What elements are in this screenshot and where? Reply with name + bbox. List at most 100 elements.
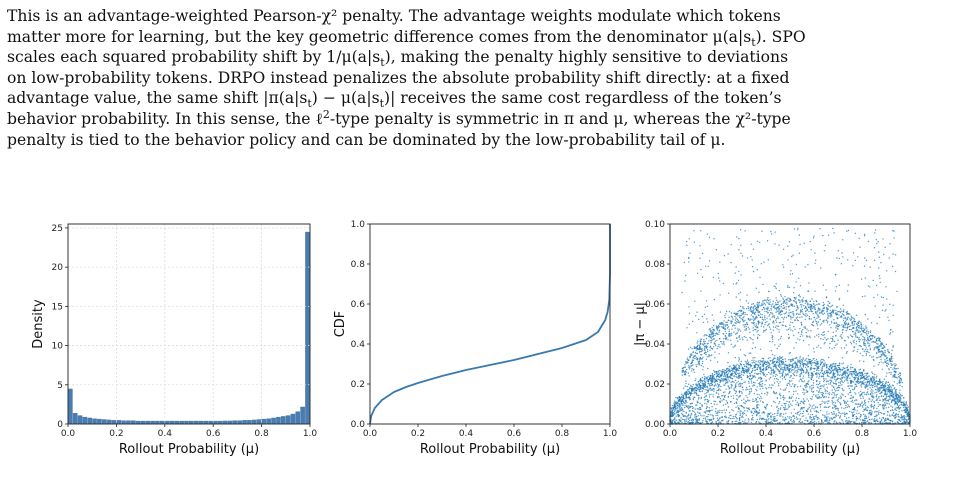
scatter-point <box>687 418 690 420</box>
scatter-point <box>882 400 884 402</box>
scatter-point <box>803 407 806 409</box>
scatter-point <box>703 376 706 378</box>
y-axis-label: Density <box>31 299 46 349</box>
plot-frame <box>369 223 611 425</box>
scatter-point <box>722 379 724 381</box>
scatter-point <box>884 394 886 396</box>
scatter-point <box>847 365 849 367</box>
scatter-point <box>863 336 866 339</box>
scatter-point <box>684 406 686 409</box>
scatter-point <box>700 364 703 367</box>
scatter-point <box>875 385 878 387</box>
scatter-point <box>853 388 855 391</box>
scatter-point <box>864 421 866 423</box>
scatter-point <box>892 376 894 378</box>
scatter-point <box>837 385 840 387</box>
scatter-point <box>862 369 865 372</box>
scatter-point <box>861 401 863 403</box>
scatter-point <box>780 407 782 409</box>
scatter-point <box>866 392 868 394</box>
scatter-point <box>707 418 709 420</box>
scatter-point <box>907 414 909 417</box>
scatter-point <box>779 388 782 390</box>
scatter-point <box>786 384 788 386</box>
scatter-point <box>760 381 762 383</box>
scatter-point <box>776 299 778 301</box>
scatter-point <box>706 389 708 392</box>
scatter-point <box>724 317 726 319</box>
scatter-point <box>742 416 744 419</box>
scatter-point <box>815 410 818 412</box>
scatter-point <box>784 363 787 366</box>
scatter-point <box>755 325 757 327</box>
scatter-point <box>758 372 760 375</box>
scatter-point <box>693 368 695 371</box>
scatter-point <box>884 346 886 348</box>
scatter-point <box>753 313 756 315</box>
scatter-point <box>876 352 878 354</box>
scatter-point <box>714 334 716 337</box>
scatter-point <box>796 401 798 404</box>
scatter-point <box>879 411 882 414</box>
scatter-point <box>865 347 867 349</box>
scatter-point <box>764 393 766 395</box>
histogram-bar <box>237 420 243 424</box>
scatter-point <box>732 397 735 399</box>
scatter-point <box>731 417 733 420</box>
scatter-point <box>841 337 843 340</box>
scatter-point <box>733 381 735 383</box>
scatter-point <box>774 371 776 373</box>
scatter-point <box>734 371 736 373</box>
scatter-point <box>857 373 859 375</box>
scatter-point <box>886 393 888 395</box>
scatter-point <box>685 405 688 408</box>
scatter-point <box>860 384 862 386</box>
scatter-point <box>688 365 690 367</box>
scatter-point <box>882 352 884 354</box>
scatter-point <box>690 403 692 405</box>
scatter-point <box>806 328 808 330</box>
scatter-point <box>844 317 847 320</box>
scatter-point <box>752 311 755 313</box>
scatter-point <box>759 417 761 419</box>
scatter-point <box>865 374 867 377</box>
scatter-point <box>713 418 715 420</box>
scatter-point <box>881 368 883 370</box>
scatter-point <box>794 417 796 420</box>
scatter-point <box>867 375 869 377</box>
scatter-point <box>749 392 751 394</box>
scatter-point <box>735 413 738 415</box>
y-tick-label: 5 <box>57 381 63 391</box>
scatter-point <box>796 304 798 307</box>
scatter-point <box>845 378 847 381</box>
scatter-point <box>727 382 729 384</box>
scatter-point <box>789 361 792 363</box>
scatter-point <box>691 419 693 421</box>
scatter-point <box>895 413 898 415</box>
scatter-point <box>785 408 787 410</box>
scatter-point <box>823 378 825 380</box>
scatter-point <box>728 417 730 419</box>
scatter-point <box>898 375 900 378</box>
scatter-point <box>845 419 847 422</box>
scatter-point <box>865 376 867 378</box>
scatter-point <box>701 382 703 384</box>
scatter-point <box>768 422 770 424</box>
scatter-point <box>752 361 755 363</box>
scatter-point <box>818 377 820 379</box>
scatter-point <box>860 413 862 416</box>
scatter-point <box>895 364 897 366</box>
scatter-point <box>771 384 773 386</box>
scatter-point <box>792 393 795 396</box>
scatter-point <box>691 413 693 415</box>
scatter-point <box>717 414 719 416</box>
scatter-point <box>863 409 866 411</box>
scatter-point <box>811 387 813 389</box>
scatter-point <box>877 350 879 352</box>
scatter-point <box>682 370 684 372</box>
scatter-point <box>812 347 815 350</box>
scatter-point <box>812 384 814 386</box>
scatter-point <box>677 422 679 424</box>
scatter-point <box>737 310 739 313</box>
scatter-point <box>895 368 897 370</box>
